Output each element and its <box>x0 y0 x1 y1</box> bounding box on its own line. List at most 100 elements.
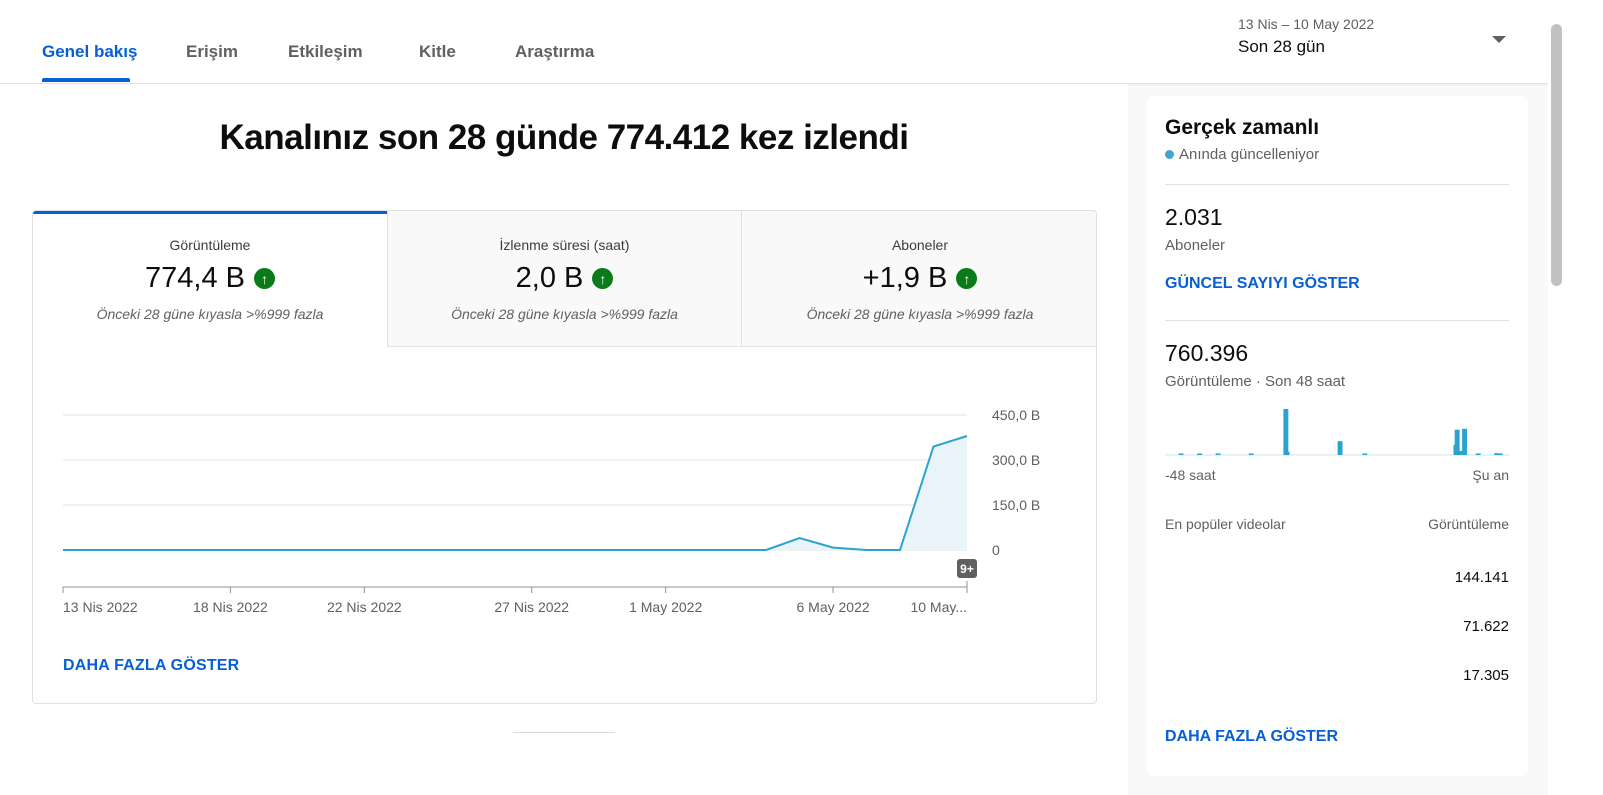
chart-data-point <box>297 549 299 551</box>
metric-value: 774,4 B <box>145 262 245 294</box>
y-tick-label: 450,0 B <box>992 407 1040 423</box>
mini-chart-bar <box>1362 453 1368 455</box>
chart-data-point <box>598 549 600 551</box>
chart-data-point <box>163 549 165 551</box>
live-dot-icon <box>1165 150 1174 159</box>
tab-research[interactable]: Araştırma <box>515 42 595 61</box>
chart-data-point <box>364 549 366 551</box>
annotation-badge-label: 9+ <box>960 562 974 576</box>
metric-label: Görüntüleme <box>169 237 251 253</box>
metric-views[interactable]: Görüntüleme 774,4 B ↑ Önceki 28 güne kıy… <box>33 211 387 347</box>
chart-data-point <box>832 547 834 549</box>
mini-chart-end-label: Şu an <box>1472 467 1509 483</box>
chart-data-point <box>263 549 265 551</box>
y-tick-label: 300,0 B <box>992 452 1040 468</box>
chart-series-line <box>63 435 968 551</box>
subscriber-label: Aboneler <box>1165 237 1226 254</box>
divider <box>1165 320 1509 321</box>
chart-data-point <box>129 549 131 551</box>
x-tick-label: 13 Nis 2022 <box>63 599 138 615</box>
mini-chart-bar <box>1458 452 1464 455</box>
tab-reach[interactable]: Erişim <box>186 42 238 61</box>
chart-data-point <box>933 446 935 448</box>
chart-data-point <box>397 549 399 551</box>
arrow-up-icon: ↑ <box>956 268 978 289</box>
metric-compare: Önceki 28 güne kıyasla >%999 fazla <box>96 306 324 322</box>
chart-data-point <box>698 549 700 551</box>
chart-data-point <box>96 549 98 551</box>
mini-chart-bar <box>1475 453 1481 455</box>
metric-subscribers[interactable]: Aboneler +1,9 B ↑ Önceki 28 güne kıyasla… <box>741 211 1096 347</box>
arrow-up-icon: ↑ <box>253 268 275 289</box>
date-range-label: Son 28 gün <box>1238 37 1325 56</box>
x-tick-label: 6 May 2022 <box>796 599 869 615</box>
overview-card: Görüntüleme 774,4 B ↑ Önceki 28 güne kıy… <box>32 210 1097 704</box>
chart-data-point <box>230 549 232 551</box>
chart-data-point <box>531 549 533 551</box>
x-tick-label: 18 Nis 2022 <box>193 599 268 615</box>
mini-chart-bar <box>1197 453 1203 455</box>
metric-label: İzlenme süresi (saat) <box>499 237 630 253</box>
chart-data-point <box>665 549 667 551</box>
y-tick-label: 150,0 B <box>992 497 1040 513</box>
views-line-chart[interactable]: 450,0 B 300,0 B 150,0 B 0 13 Nis 2022 18 Nis … <box>33 211 1097 704</box>
chart-data-point <box>464 549 466 551</box>
mini-chart-bar <box>1497 453 1503 455</box>
mini-chart-bar <box>1454 429 1460 455</box>
arrow-up-icon: ↑ <box>592 268 614 289</box>
date-range-picker[interactable]: 13 Nis – 10 May 2022 Son 28 gün <box>1238 16 1374 57</box>
scrollbar-thumb[interactable] <box>1551 24 1562 286</box>
chart-data-point <box>765 549 767 551</box>
tab-audience[interactable]: Kitle <box>419 42 456 61</box>
y-tick-label: 0 <box>992 542 1000 558</box>
x-tick-label: 27 Nis 2022 <box>494 599 569 615</box>
mini-chart-bar <box>1248 453 1254 455</box>
show-live-count-button[interactable]: GÜNCEL SAYIYI GÖSTER <box>1165 275 1360 292</box>
views-48h-bar-chart[interactable] <box>1165 402 1509 458</box>
x-tick-label: 1 May 2022 <box>629 599 702 615</box>
active-tab-indicator <box>42 78 130 82</box>
mini-chart-start-label: -48 saat <box>1165 467 1216 483</box>
metric-value: +1,9 B <box>862 262 948 294</box>
tab-overview[interactable]: Genel bakış <box>42 42 138 61</box>
metric-compare: Önceki 28 güne kıyasla >%999 fazla <box>806 306 1034 322</box>
date-range-dates: 13 Nis – 10 May 2022 <box>1238 16 1375 32</box>
metric-label: Aboneler <box>891 237 949 253</box>
top-video-views[interactable]: 144.141 <box>1454 569 1509 586</box>
mini-chart-bar <box>1283 409 1289 455</box>
annotation-badge <box>957 559 977 578</box>
mini-chart-bar <box>1494 453 1500 455</box>
show-more-button[interactable]: DAHA FAZLA GÖSTER <box>63 657 240 674</box>
metric-watch-time[interactable]: İzlenme süresi (saat) 2,0 B ↑ Önceki 28 … <box>387 211 741 347</box>
subscriber-count: 2.031 <box>1165 204 1223 230</box>
chart-data-point <box>799 537 801 539</box>
mini-chart-bar <box>1215 453 1221 455</box>
chart-data-point <box>62 549 64 551</box>
realtime-show-more-button[interactable]: DAHA FAZLA GÖSTER <box>1165 728 1339 745</box>
mini-chart-bar <box>1284 451 1290 455</box>
chart-data-point <box>631 549 633 551</box>
chart-data-point <box>564 549 566 551</box>
realtime-title: Gerçek zamanlı <box>1165 116 1320 139</box>
x-tick-label: 10 May... <box>910 599 967 615</box>
views-48h-count: 760.396 <box>1165 340 1249 366</box>
tab-engagement[interactable]: Etkileşim <box>288 42 363 61</box>
x-tick-label: 22 Nis 2022 <box>327 599 402 615</box>
realtime-panel: Gerçek zamanlı Anında güncelleniyor 2.03… <box>1146 96 1528 776</box>
top-video-views[interactable]: 17.305 <box>1463 667 1509 684</box>
chart-data-point <box>196 549 198 551</box>
mini-chart-bar <box>1462 428 1468 455</box>
page-headline: Kanalınız son 28 günde 774.412 kez izlen… <box>219 118 909 157</box>
chart-data-point <box>430 549 432 551</box>
carousel-indicator <box>513 732 615 733</box>
mini-chart-bar <box>1337 441 1343 455</box>
top-videos-views-header: Görüntüleme <box>1428 516 1509 532</box>
chart-data-point <box>732 549 734 551</box>
mini-chart-bar <box>1178 453 1184 455</box>
divider <box>1165 184 1509 185</box>
top-video-views[interactable]: 71.622 <box>1463 618 1509 635</box>
chevron-down-icon[interactable] <box>1492 36 1506 43</box>
views-48h-label: Görüntüleme · Son 48 saat <box>1165 373 1346 390</box>
metric-value: 2,0 B <box>515 262 584 294</box>
chart-data-point <box>330 549 332 551</box>
